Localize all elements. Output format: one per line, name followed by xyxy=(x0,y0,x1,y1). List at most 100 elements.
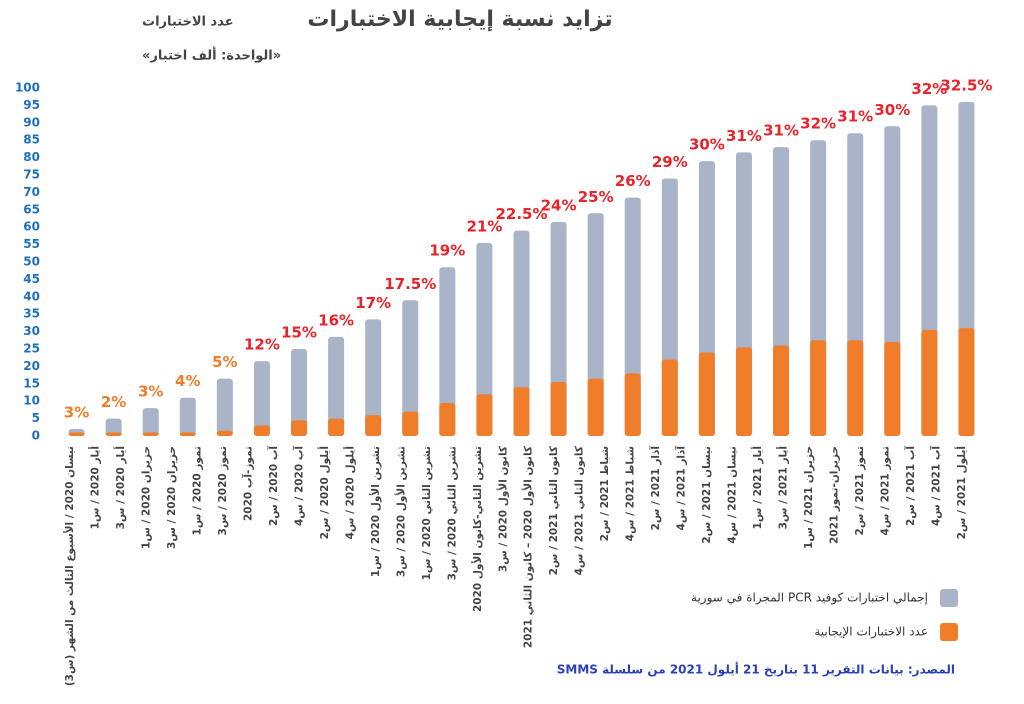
y-tick-label: 80 xyxy=(23,150,40,164)
bar xyxy=(328,336,345,436)
bar xyxy=(179,432,196,436)
bar xyxy=(105,432,122,436)
x-tick-label: كانون الأول 2020 – كانون الثاني 2021 xyxy=(522,445,535,648)
x-tick-label: نيسان 2021 / س4 xyxy=(727,446,739,544)
bar xyxy=(439,267,456,436)
bar xyxy=(365,415,382,436)
percent-label: 16% xyxy=(318,311,354,329)
y-tick-label: 35 xyxy=(23,307,40,321)
legend-swatch xyxy=(940,623,958,641)
percent-label: 2% xyxy=(101,393,126,411)
x-tick-label: تموز 2020 / س1 xyxy=(191,446,203,536)
x-tick-label: حزيران-تموز 2021 xyxy=(829,446,841,544)
x-tick-label: أيار 2020 / س3 xyxy=(113,446,127,529)
percent-label: 31% xyxy=(837,108,873,126)
x-tick-label: أيار 2021 / س1 xyxy=(750,446,764,529)
y-tick-label: 45 xyxy=(23,272,40,286)
bar xyxy=(291,349,308,436)
bar xyxy=(513,230,530,436)
percent-label: 30% xyxy=(874,101,910,119)
bar xyxy=(847,340,864,436)
x-tick-label: شباط 2021 / س4 xyxy=(625,446,637,541)
x-tick-label: تشرين الثاني 2020 / س1 xyxy=(421,446,433,580)
x-tick-label: كانون الأول 2020 / س3 xyxy=(496,445,509,572)
percent-label: 3% xyxy=(64,404,89,422)
percent-label: 30% xyxy=(689,136,725,154)
bar xyxy=(439,402,456,436)
x-tick-label: تموز 2021 / س4 xyxy=(880,446,892,536)
y-tick-label: 65 xyxy=(23,202,40,216)
bar xyxy=(884,342,901,436)
y-tick-label: 10 xyxy=(23,394,40,408)
y-tick-label: 75 xyxy=(23,168,40,182)
x-tick-label: أيلول 2020 / س2 xyxy=(317,446,331,539)
bar xyxy=(476,242,493,436)
bar xyxy=(810,340,827,436)
percent-label: 19% xyxy=(429,242,465,260)
percent-label: 31% xyxy=(763,122,799,140)
y-tick-label: 15 xyxy=(23,376,40,390)
bar xyxy=(142,432,159,436)
x-tick-label: تشرين الثاني-كانون الأول 2020 xyxy=(471,446,484,612)
chart-title: تزايد نسبة إيجابية الاختبارات xyxy=(307,7,612,32)
bar xyxy=(661,359,678,436)
x-tick-label: أيار 2021 / س3 xyxy=(776,446,790,529)
percent-label: 29% xyxy=(652,153,688,171)
bar xyxy=(291,420,308,436)
bar xyxy=(365,319,382,436)
legend-label: عدد الاختبارات الإيجابية xyxy=(814,625,928,640)
bar xyxy=(105,418,122,436)
y-tick-label: 5 xyxy=(32,411,40,425)
bar xyxy=(402,300,419,436)
bar xyxy=(328,418,345,436)
percent-label: 32% xyxy=(800,115,836,133)
percent-label: 26% xyxy=(615,172,651,190)
x-tick-label: آب 2020 / س4 xyxy=(292,446,305,526)
y-tick-label: 25 xyxy=(23,342,40,356)
x-tick-label: أيلول 2020 / س4 xyxy=(342,446,356,539)
y-tick-label: 100 xyxy=(15,81,40,95)
y-tick-label: 70 xyxy=(23,185,40,199)
percent-label: 17% xyxy=(355,294,391,312)
x-tick-label: حزيران 2020 / س3 xyxy=(166,446,178,549)
percent-label: 17.5% xyxy=(384,275,436,293)
bar xyxy=(773,345,790,436)
bar xyxy=(624,373,641,436)
x-tick-label: تموز 2021 / س2 xyxy=(854,446,866,536)
percent-label: 32% xyxy=(911,80,947,98)
x-tick-label: أيلول 2021 / س2 xyxy=(954,446,968,539)
y-tick-label: 50 xyxy=(23,255,40,269)
y-axis-label: عدد الاختبارات xyxy=(142,15,234,30)
x-tick-label: نيسان 2020 / الأسبوع الثالث من الشهر (س3… xyxy=(63,446,76,686)
bar xyxy=(216,430,233,436)
x-tick-label: تموز-آب 2020 xyxy=(241,446,254,521)
x-tick-label: تموز 2020 / س3 xyxy=(217,446,229,536)
x-tick-label: كانون الثاني 2021 / س2 xyxy=(548,445,560,575)
bar xyxy=(216,378,233,436)
percent-label: 21% xyxy=(466,217,502,235)
x-tick-label: كانون الثاني 2021 / س4 xyxy=(574,445,586,575)
x-tick-label: حزيران 2021 / س1 xyxy=(803,446,815,549)
bar xyxy=(476,394,493,436)
percent-label: 12% xyxy=(244,336,280,354)
x-tick-label: تشرين الأول 2020 / س1 xyxy=(369,446,382,577)
percent-label: 5% xyxy=(212,353,237,371)
x-tick-label: نيسان 2021 / س2 xyxy=(701,446,713,544)
x-tick-label: آب 2020 / س2 xyxy=(267,446,280,526)
percent-label: 25% xyxy=(578,188,614,206)
legend-label: إجمالي اختبارات كوفيد PCR المجراة في سور… xyxy=(691,591,928,606)
x-tick-label: حزيران 2020 / س1 xyxy=(140,446,152,549)
x-tick-label: تشرين الثاني 2020 / س3 xyxy=(446,446,458,580)
percent-label: 32.5% xyxy=(940,76,992,94)
bar xyxy=(698,352,715,436)
bar xyxy=(735,347,752,436)
y-tick-label: 95 xyxy=(23,98,40,112)
bar xyxy=(253,361,270,436)
bar xyxy=(253,425,270,436)
percent-label: 24% xyxy=(541,196,577,214)
bar xyxy=(921,329,938,436)
bar xyxy=(142,408,159,436)
bar xyxy=(402,411,419,436)
x-tick-label: آب 2021 / س2 xyxy=(904,446,917,526)
